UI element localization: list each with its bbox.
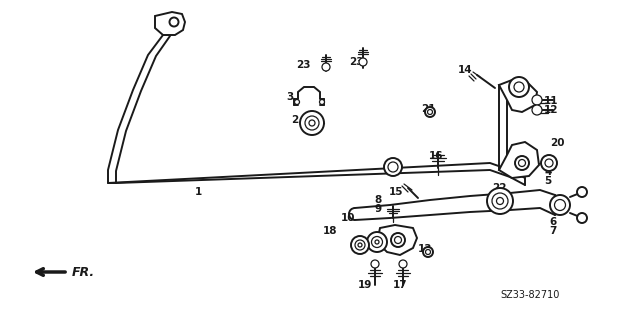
Text: 10: 10 (341, 213, 355, 223)
Text: 15: 15 (389, 187, 403, 197)
Circle shape (497, 197, 504, 204)
Circle shape (509, 77, 529, 97)
Text: 20: 20 (550, 138, 564, 148)
Polygon shape (499, 142, 539, 178)
Circle shape (399, 260, 407, 268)
Text: 5: 5 (544, 176, 551, 186)
Polygon shape (155, 12, 185, 35)
Polygon shape (499, 80, 537, 112)
Circle shape (371, 260, 379, 268)
Circle shape (309, 120, 315, 126)
Circle shape (384, 158, 402, 176)
Circle shape (355, 240, 365, 250)
Text: 3: 3 (286, 92, 294, 102)
Circle shape (555, 199, 566, 211)
Circle shape (322, 63, 330, 71)
Circle shape (545, 159, 553, 167)
Text: 13: 13 (418, 244, 432, 254)
Circle shape (169, 18, 178, 27)
Text: 8: 8 (374, 195, 381, 205)
Circle shape (367, 232, 387, 252)
Polygon shape (377, 225, 417, 255)
Circle shape (532, 95, 542, 105)
Circle shape (577, 213, 587, 223)
Circle shape (375, 240, 379, 244)
Text: 9: 9 (374, 204, 381, 214)
Text: 21: 21 (420, 104, 435, 114)
Text: 17: 17 (393, 280, 407, 290)
Circle shape (541, 155, 557, 171)
Circle shape (305, 116, 319, 130)
Circle shape (514, 82, 524, 92)
Circle shape (423, 247, 433, 257)
Text: 22: 22 (492, 183, 506, 193)
Text: 23: 23 (296, 60, 311, 70)
Text: 14: 14 (458, 65, 472, 75)
Circle shape (391, 233, 405, 247)
Circle shape (300, 111, 324, 135)
Text: 18: 18 (323, 226, 337, 236)
Circle shape (359, 58, 367, 66)
Text: 16: 16 (429, 151, 443, 161)
Text: 1: 1 (194, 187, 202, 197)
Text: 11: 11 (544, 96, 558, 106)
Circle shape (351, 236, 369, 254)
Circle shape (425, 107, 435, 117)
Circle shape (487, 188, 513, 214)
Circle shape (295, 100, 300, 105)
Circle shape (388, 162, 398, 172)
Circle shape (320, 100, 325, 105)
Text: 19: 19 (358, 280, 372, 290)
Circle shape (371, 236, 383, 247)
Circle shape (518, 159, 525, 166)
Circle shape (426, 250, 431, 254)
Circle shape (577, 187, 587, 197)
Circle shape (427, 109, 433, 115)
Circle shape (358, 243, 362, 247)
Text: 4: 4 (544, 167, 551, 177)
Text: 23: 23 (349, 57, 363, 67)
Circle shape (394, 236, 401, 244)
Text: FR.: FR. (72, 266, 95, 278)
Text: 7: 7 (550, 226, 557, 236)
Text: 6: 6 (550, 217, 557, 227)
Text: 12: 12 (544, 105, 558, 115)
Text: SZ33-82710: SZ33-82710 (500, 290, 560, 300)
Circle shape (515, 156, 529, 170)
Circle shape (550, 195, 570, 215)
Circle shape (532, 105, 542, 115)
Text: 2: 2 (291, 115, 298, 125)
Circle shape (492, 193, 508, 209)
